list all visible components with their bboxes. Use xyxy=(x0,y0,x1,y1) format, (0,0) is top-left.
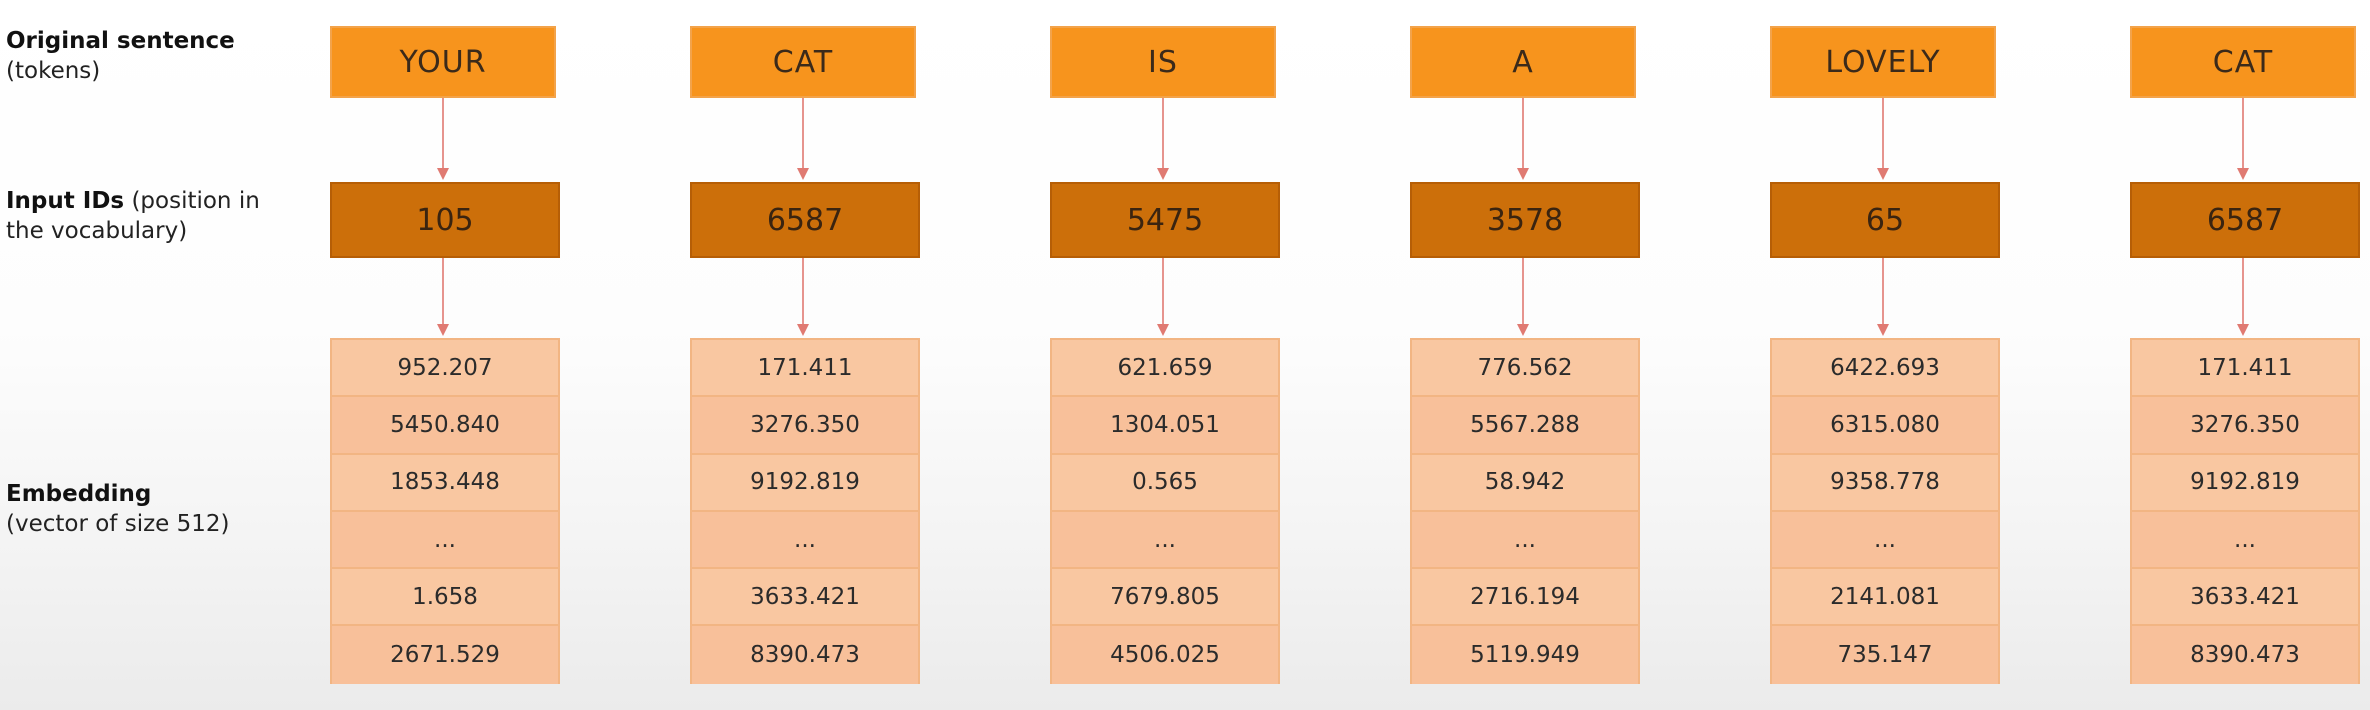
row-label-input-ids: Input IDs (position in the vocabulary) xyxy=(6,186,296,246)
embedding-cell: 0.565 xyxy=(1052,454,1278,512)
embedding-cell: 58.942 xyxy=(1412,454,1638,512)
token-box: A xyxy=(1410,26,1636,98)
row-label-embedding: Embedding (vector of size 512) xyxy=(6,479,266,539)
input-id-box: 3578 xyxy=(1410,182,1640,258)
embedding-cell: 3276.350 xyxy=(2132,397,2358,455)
embedding-cell: 6422.693 xyxy=(1772,340,1998,398)
input-id-box: 6587 xyxy=(690,182,920,258)
embedding-cell: ... xyxy=(2132,511,2358,570)
embedding-cell: 2141.081 xyxy=(1772,569,1998,627)
embedding-cell: 171.411 xyxy=(692,340,918,398)
embedding-vector: 171.411 3276.350 9192.819... 3633.421 8390.4… xyxy=(690,338,920,684)
embedding-cell: 3276.350 xyxy=(692,397,918,455)
embedding-vector: 171.411 3276.350 9192.819... 3633.421 8390.4… xyxy=(2130,338,2360,684)
embedding-vector: 6422.693 6315.080 9358.778... 2141.081 735.1… xyxy=(1770,338,2000,684)
token-column: A 3578 776.562 5567.288 58.942... 2716.194 511… xyxy=(1410,0,1640,710)
input-id-box: 105 xyxy=(330,182,560,258)
embedding-cell: 7679.805 xyxy=(1052,569,1278,627)
token-column: CAT 6587 171.411 3276.350 9192.819... 3633.42… xyxy=(2130,0,2360,710)
row-label-embedding-subtitle: (vector of size 512) xyxy=(6,511,230,537)
embedding-cell: 6315.080 xyxy=(1772,397,1998,455)
embedding-cell: 8390.473 xyxy=(2132,626,2358,684)
row-label-embedding-title: Embedding xyxy=(6,481,152,507)
input-id-box: 6587 xyxy=(2130,182,2360,258)
token-box: CAT xyxy=(2130,26,2356,98)
token-box: LOVELY xyxy=(1770,26,1996,98)
embedding-cell: 9358.778 xyxy=(1772,454,1998,512)
row-label-input-ids-title: Input IDs xyxy=(6,188,125,214)
input-id-box: 5475 xyxy=(1050,182,1280,258)
embedding-cell: 2716.194 xyxy=(1412,569,1638,627)
embedding-vector: 952.207 5450.840 1853.448... 1.658 2671.529 xyxy=(330,338,560,684)
row-label-input-ids-subtitle-2: the vocabulary) xyxy=(6,218,188,244)
token-box: YOUR xyxy=(330,26,556,98)
embedding-cell: 1853.448 xyxy=(332,454,558,512)
embedding-cell: ... xyxy=(1412,511,1638,570)
embedding-cell: 735.147 xyxy=(1772,626,1998,684)
embedding-cell: 621.659 xyxy=(1052,340,1278,398)
token-box: IS xyxy=(1050,26,1276,98)
row-label-original-sentence: Original sentence (tokens) xyxy=(6,26,246,86)
token-column: CAT 6587 171.411 3276.350 9192.819... 3633.42… xyxy=(690,0,920,710)
embedding-cell: 2671.529 xyxy=(332,626,558,684)
embedding-cell: 9192.819 xyxy=(2132,454,2358,512)
embedding-cell: 9192.819 xyxy=(692,454,918,512)
embedding-cell: 952.207 xyxy=(332,340,558,398)
row-label-original-sentence-subtitle: (tokens) xyxy=(6,58,101,84)
embedding-cell: 776.562 xyxy=(1412,340,1638,398)
embedding-cell: ... xyxy=(332,511,558,570)
embedding-cell: 5567.288 xyxy=(1412,397,1638,455)
embedding-cell: ... xyxy=(1772,511,1998,570)
embedding-cell: ... xyxy=(1052,511,1278,570)
input-id-box: 65 xyxy=(1770,182,2000,258)
embedding-cell: 8390.473 xyxy=(692,626,918,684)
row-label-original-sentence-title: Original sentence xyxy=(6,28,235,54)
embedding-cell: 171.411 xyxy=(2132,340,2358,398)
token-column: YOUR 105 952.207 5450.840 1853.448... 1.658 26… xyxy=(330,0,560,710)
embedding-cell: 3633.421 xyxy=(692,569,918,627)
embedding-cell: 1304.051 xyxy=(1052,397,1278,455)
embedding-vector: 621.659 1304.051 0.565... 7679.805 4506.025 xyxy=(1050,338,1280,684)
embedding-cell: 4506.025 xyxy=(1052,626,1278,684)
embedding-cell: 1.658 xyxy=(332,569,558,627)
embedding-vector: 776.562 5567.288 58.942... 2716.194 5119.949 xyxy=(1410,338,1640,684)
row-label-input-ids-subtitle-1: (position in xyxy=(131,188,260,214)
embedding-cell: 3633.421 xyxy=(2132,569,2358,627)
embedding-cell: ... xyxy=(692,511,918,570)
token-column: LOVELY 65 6422.693 6315.080 9358.778... 2141.… xyxy=(1770,0,2000,710)
embedding-cell: 5450.840 xyxy=(332,397,558,455)
token-column: IS 5475 621.659 1304.051 0.565... 7679.805 450… xyxy=(1050,0,1280,710)
embedding-cell: 5119.949 xyxy=(1412,626,1638,684)
token-box: CAT xyxy=(690,26,916,98)
